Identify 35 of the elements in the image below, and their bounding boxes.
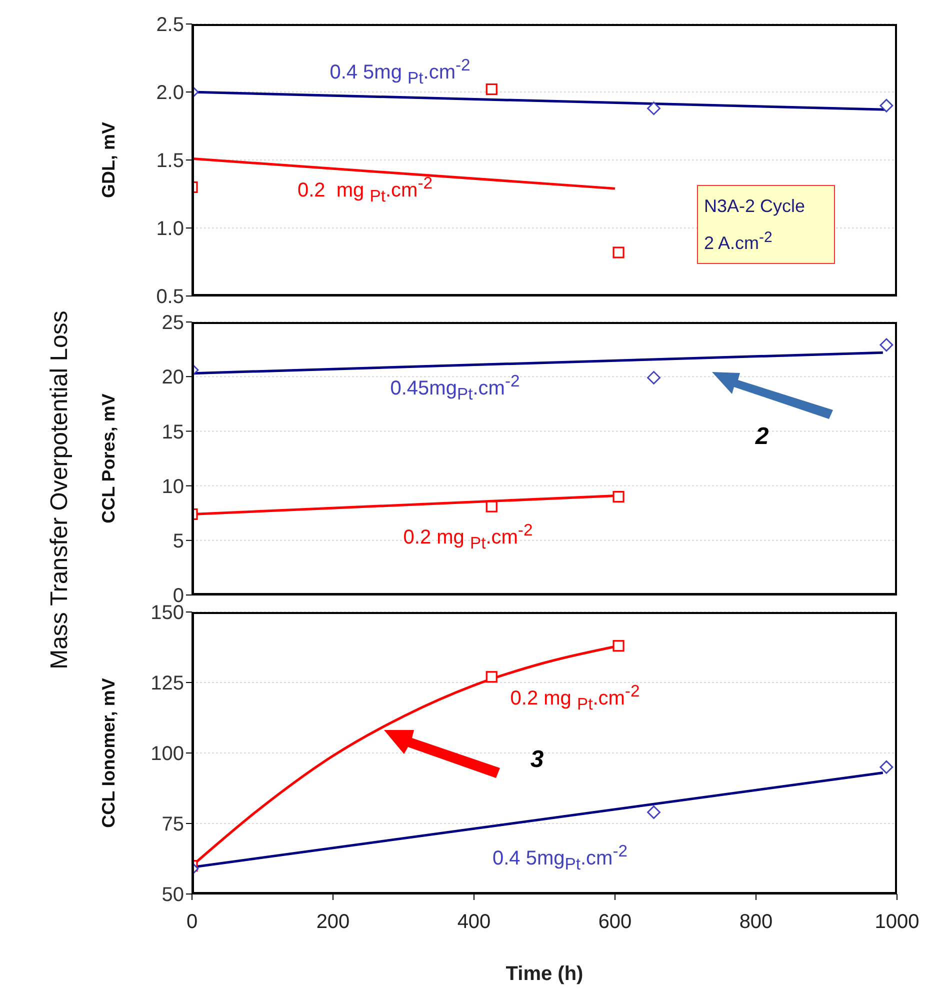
annotation: 3 bbox=[530, 746, 544, 774]
y-tick-label: 20 bbox=[162, 366, 184, 389]
y-tick-label: 125 bbox=[150, 672, 184, 695]
annotation: 2 bbox=[755, 423, 769, 451]
y-tick-label: 5 bbox=[172, 530, 184, 552]
y-axis-title: CCL Pores, mV bbox=[98, 394, 118, 524]
y-tick-label: 25 bbox=[162, 312, 184, 334]
series-label: 0.2 mg $_{Pt}$.cm$^{-2}$ bbox=[510, 682, 640, 714]
x-axis-title: Time (h) bbox=[506, 963, 584, 985]
y-axis-title: CCL Ionomer, mV bbox=[98, 678, 118, 828]
y-tick-label: 1.0 bbox=[156, 218, 184, 240]
y-tick-label: 150 bbox=[150, 602, 184, 624]
y-axis-title: GDL, mV bbox=[98, 122, 118, 198]
y-tick-label: 2.0 bbox=[156, 82, 184, 104]
x-tick-label: 200 bbox=[316, 911, 350, 934]
x-tick-label: 400 bbox=[457, 911, 491, 934]
y-tick-label: 0.5 bbox=[156, 286, 184, 308]
x-tick-label: 800 bbox=[739, 911, 773, 934]
series-label: 0.4 5mg$_{Pt}$.cm$^{-2}$ bbox=[492, 842, 628, 874]
y-tick-label: 2.5 bbox=[156, 14, 184, 36]
annotation: 2 A.cm$^{-2}$ bbox=[704, 228, 774, 255]
y-tick-label: 10 bbox=[162, 476, 184, 498]
y-tick-label: 50 bbox=[162, 884, 184, 906]
text: Mass Transfer Overpotential Loss bbox=[46, 310, 74, 670]
text: 0.4 5mg $_{Pt}$.cm$^{-2}$ bbox=[330, 56, 470, 88]
annotation: N3A-2 Cycle bbox=[704, 195, 806, 218]
series-label: 0.2 mg $_{Pt}$.cm$^{-2}$ bbox=[403, 520, 533, 554]
text: 0.45mg$_{Pt}$.cm$^{-2}$ bbox=[390, 372, 520, 404]
y-tick-label: 1.5 bbox=[156, 150, 184, 172]
y-tick-label: 100 bbox=[150, 743, 184, 766]
x-tick-label: 1000 bbox=[874, 911, 920, 934]
y-tick-label: 75 bbox=[162, 814, 184, 836]
x-tick-label: 600 bbox=[598, 911, 632, 934]
text: 0.2 mg $_{Pt}$.cm$^{-2}$ bbox=[297, 174, 433, 206]
y-tick-label: 15 bbox=[162, 421, 184, 444]
